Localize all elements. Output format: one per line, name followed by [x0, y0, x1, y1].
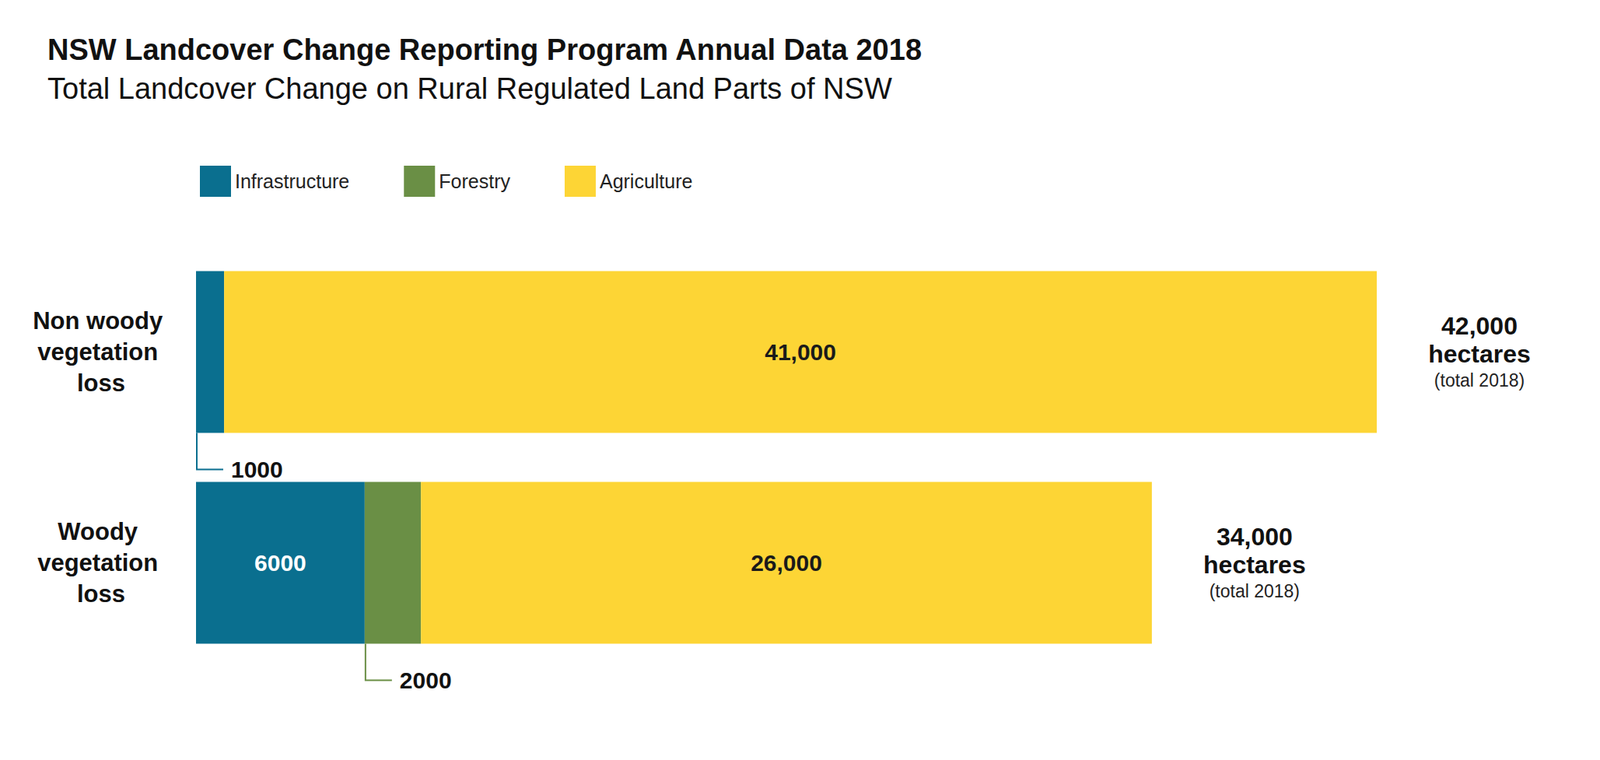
svg-text:hectares: hectares	[1428, 339, 1531, 368]
svg-text:loss: loss	[77, 580, 126, 608]
svg-text:vegetation: vegetation	[37, 338, 165, 366]
svg-text:Infrastructure: Infrastructure	[234, 170, 350, 193]
svg-text:NSW Landcover Change Reporting: NSW Landcover Change Reporting Program A…	[47, 33, 922, 67]
svg-text:Forestry: Forestry	[438, 170, 511, 193]
svg-text:hectares: hectares	[1203, 550, 1306, 579]
svg-text:1000: 1000	[231, 456, 284, 483]
svg-text:6000: 6000	[254, 549, 307, 576]
svg-text:Woody: Woody	[57, 518, 144, 546]
svg-text:34,000: 34,000	[1216, 522, 1293, 551]
svg-text:(total 2018): (total 2018)	[1434, 370, 1525, 391]
svg-text:loss: loss	[77, 369, 126, 397]
svg-text:Total Landcover Change on Rura: Total Landcover Change on Rural Regulate…	[47, 72, 893, 106]
svg-text:(total 2018): (total 2018)	[1209, 581, 1300, 602]
svg-text:2000: 2000	[399, 667, 452, 694]
svg-text:vegetation: vegetation	[37, 549, 165, 577]
svg-text:26,000: 26,000	[750, 549, 823, 576]
svg-text:Agriculture: Agriculture	[599, 170, 694, 193]
svg-text:Non woody: Non woody	[32, 307, 170, 335]
svg-text:42,000: 42,000	[1441, 311, 1518, 340]
svg-text:41,000: 41,000	[764, 339, 837, 365]
